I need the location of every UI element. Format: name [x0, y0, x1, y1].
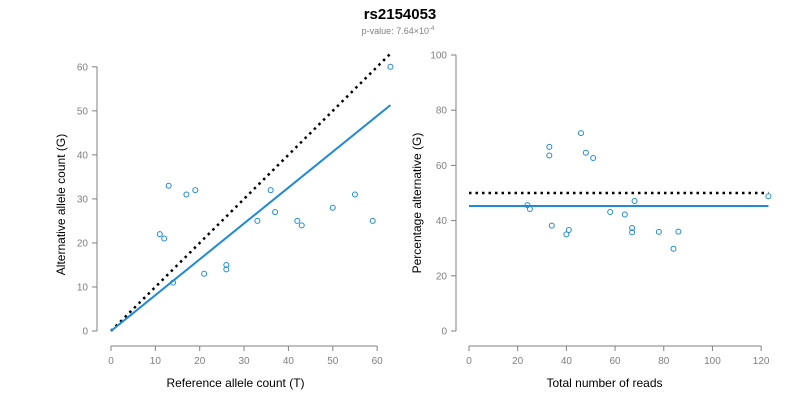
right-data-point	[607, 209, 614, 216]
left-data-point	[369, 217, 376, 224]
left-data-point	[223, 266, 230, 273]
chart-title: rs2154053	[364, 6, 437, 23]
right-x-tick-label: 100	[704, 356, 721, 367]
p-value-exponent: -4	[429, 26, 435, 32]
right-data-point	[546, 152, 553, 159]
left-data-point	[192, 187, 199, 194]
right-data-point	[546, 143, 553, 150]
left-data-point	[387, 63, 394, 70]
left-data-point	[183, 191, 190, 198]
right-data-point	[675, 228, 682, 235]
left-x-tick-label: 10	[150, 356, 162, 367]
left-data-point	[201, 270, 208, 277]
left-x-axis-title: Reference allele count (T)	[166, 376, 304, 390]
right-data-point	[621, 211, 628, 218]
left-data-point	[165, 182, 172, 189]
left-data-point	[254, 217, 261, 224]
right-data-point	[629, 229, 636, 236]
left-reference-line	[110, 52, 392, 332]
chart-subtitle: p-value: 7.64×10-4	[362, 26, 435, 36]
right-data-point	[655, 228, 662, 235]
left-x-tick-label: 30	[239, 356, 251, 367]
left-x-tick-label: 50	[327, 356, 339, 367]
left-data-point	[161, 235, 168, 242]
right-x-tick-label: 80	[658, 356, 670, 367]
right-x-tick-label: 20	[512, 356, 524, 367]
right-x-tick-label: 60	[610, 356, 622, 367]
left-data-point	[351, 191, 358, 198]
right-data-point	[548, 222, 555, 229]
right-data-point	[563, 231, 570, 238]
left-data-point	[298, 222, 305, 229]
right-y-tick-label: 80	[436, 106, 448, 117]
left-y-tick-label: 0	[82, 327, 88, 338]
left-data-point	[329, 204, 336, 211]
left-x-tick-label: 60	[372, 356, 384, 367]
right-data-point	[577, 130, 584, 137]
right-data-point	[526, 206, 533, 213]
left-y-tick-label: 60	[77, 62, 89, 73]
right-data-point	[565, 226, 572, 233]
left-data-point	[267, 187, 274, 194]
left-data-point	[272, 209, 279, 216]
right-data-point	[629, 225, 636, 232]
right-y-tick-label: 20	[436, 271, 448, 282]
left-data-point	[223, 261, 230, 268]
right-x-tick-label: 0	[466, 356, 472, 367]
right-y-tick-label: 100	[430, 51, 447, 62]
right-y-axis-title: Percentage alternative (G)	[410, 133, 424, 274]
left-y-tick-label: 50	[77, 106, 89, 117]
right-x-tick-label: 120	[753, 356, 770, 367]
left-y-tick-label: 20	[77, 238, 89, 249]
right-data-point	[631, 198, 638, 205]
right-y-tick-label: 40	[436, 216, 448, 227]
left-x-tick-label: 20	[194, 356, 206, 367]
p-value-text: p-value: 7.64×10	[362, 26, 429, 36]
allele-count-scatter-panel: 0 10 20 30 40 50 60 0 10 20 30 40 50 60 Reference alle…	[54, 52, 394, 390]
percentage-alternative-panel: 0 20 40 60 80 100 120 0 20 40 60 80 100 Total number …	[410, 51, 772, 390]
left-data-point	[156, 231, 163, 238]
right-data-point	[582, 149, 589, 156]
right-data-point	[590, 154, 597, 161]
right-x-axis-title: Total number of reads	[546, 376, 662, 390]
left-data-point	[294, 217, 301, 224]
left-data-point	[170, 279, 177, 286]
right-x-tick-label: 40	[561, 356, 573, 367]
right-y-tick-label: 60	[436, 161, 448, 172]
left-y-tick-label: 30	[77, 194, 89, 205]
left-x-tick-label: 0	[108, 356, 114, 367]
right-y-tick-label: 0	[441, 327, 447, 338]
right-data-point	[765, 193, 772, 200]
left-fit-line	[110, 104, 392, 332]
left-y-tick-label: 10	[77, 282, 89, 293]
left-y-axis-title: Alternative allele count (G)	[54, 134, 68, 275]
left-x-tick-label: 40	[283, 356, 295, 367]
left-y-tick-label: 40	[77, 150, 89, 161]
right-data-point	[670, 245, 677, 252]
